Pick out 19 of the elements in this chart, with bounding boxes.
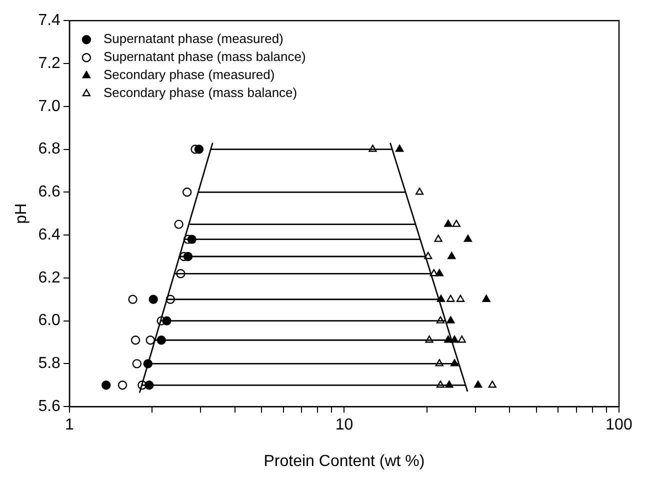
- legend-label: Supernatant phase (measured): [103, 31, 284, 46]
- y-tick-label: 6.6: [38, 184, 61, 201]
- y-tick-label: 5.6: [38, 398, 61, 416]
- x-tick-label: 100: [606, 416, 632, 434]
- y-tick-label: 5.8: [38, 355, 61, 372]
- y-tick-label: 6.4: [38, 226, 61, 244]
- legend-label: Secondary phase (mass balance): [103, 85, 298, 100]
- y-tick-label: 7.2: [38, 54, 61, 72]
- y-tick-label: 7.0: [38, 98, 61, 115]
- legend-label: Supernatant phase (mass balance): [103, 49, 306, 64]
- y-tick-label: 6.0: [38, 312, 61, 330]
- x-tick-label: 1: [64, 416, 74, 434]
- y-tick-label: 6.2: [38, 269, 61, 286]
- y-tick-label: 7.4: [38, 12, 61, 30]
- y-tick-label: 6.8: [38, 140, 61, 158]
- x-axis-title: Protein Content (wt %): [264, 452, 425, 470]
- legend-label: Secondary phase (measured): [103, 67, 275, 82]
- x-tick-label: 10: [335, 416, 354, 434]
- y-axis-title: pH: [13, 203, 30, 224]
